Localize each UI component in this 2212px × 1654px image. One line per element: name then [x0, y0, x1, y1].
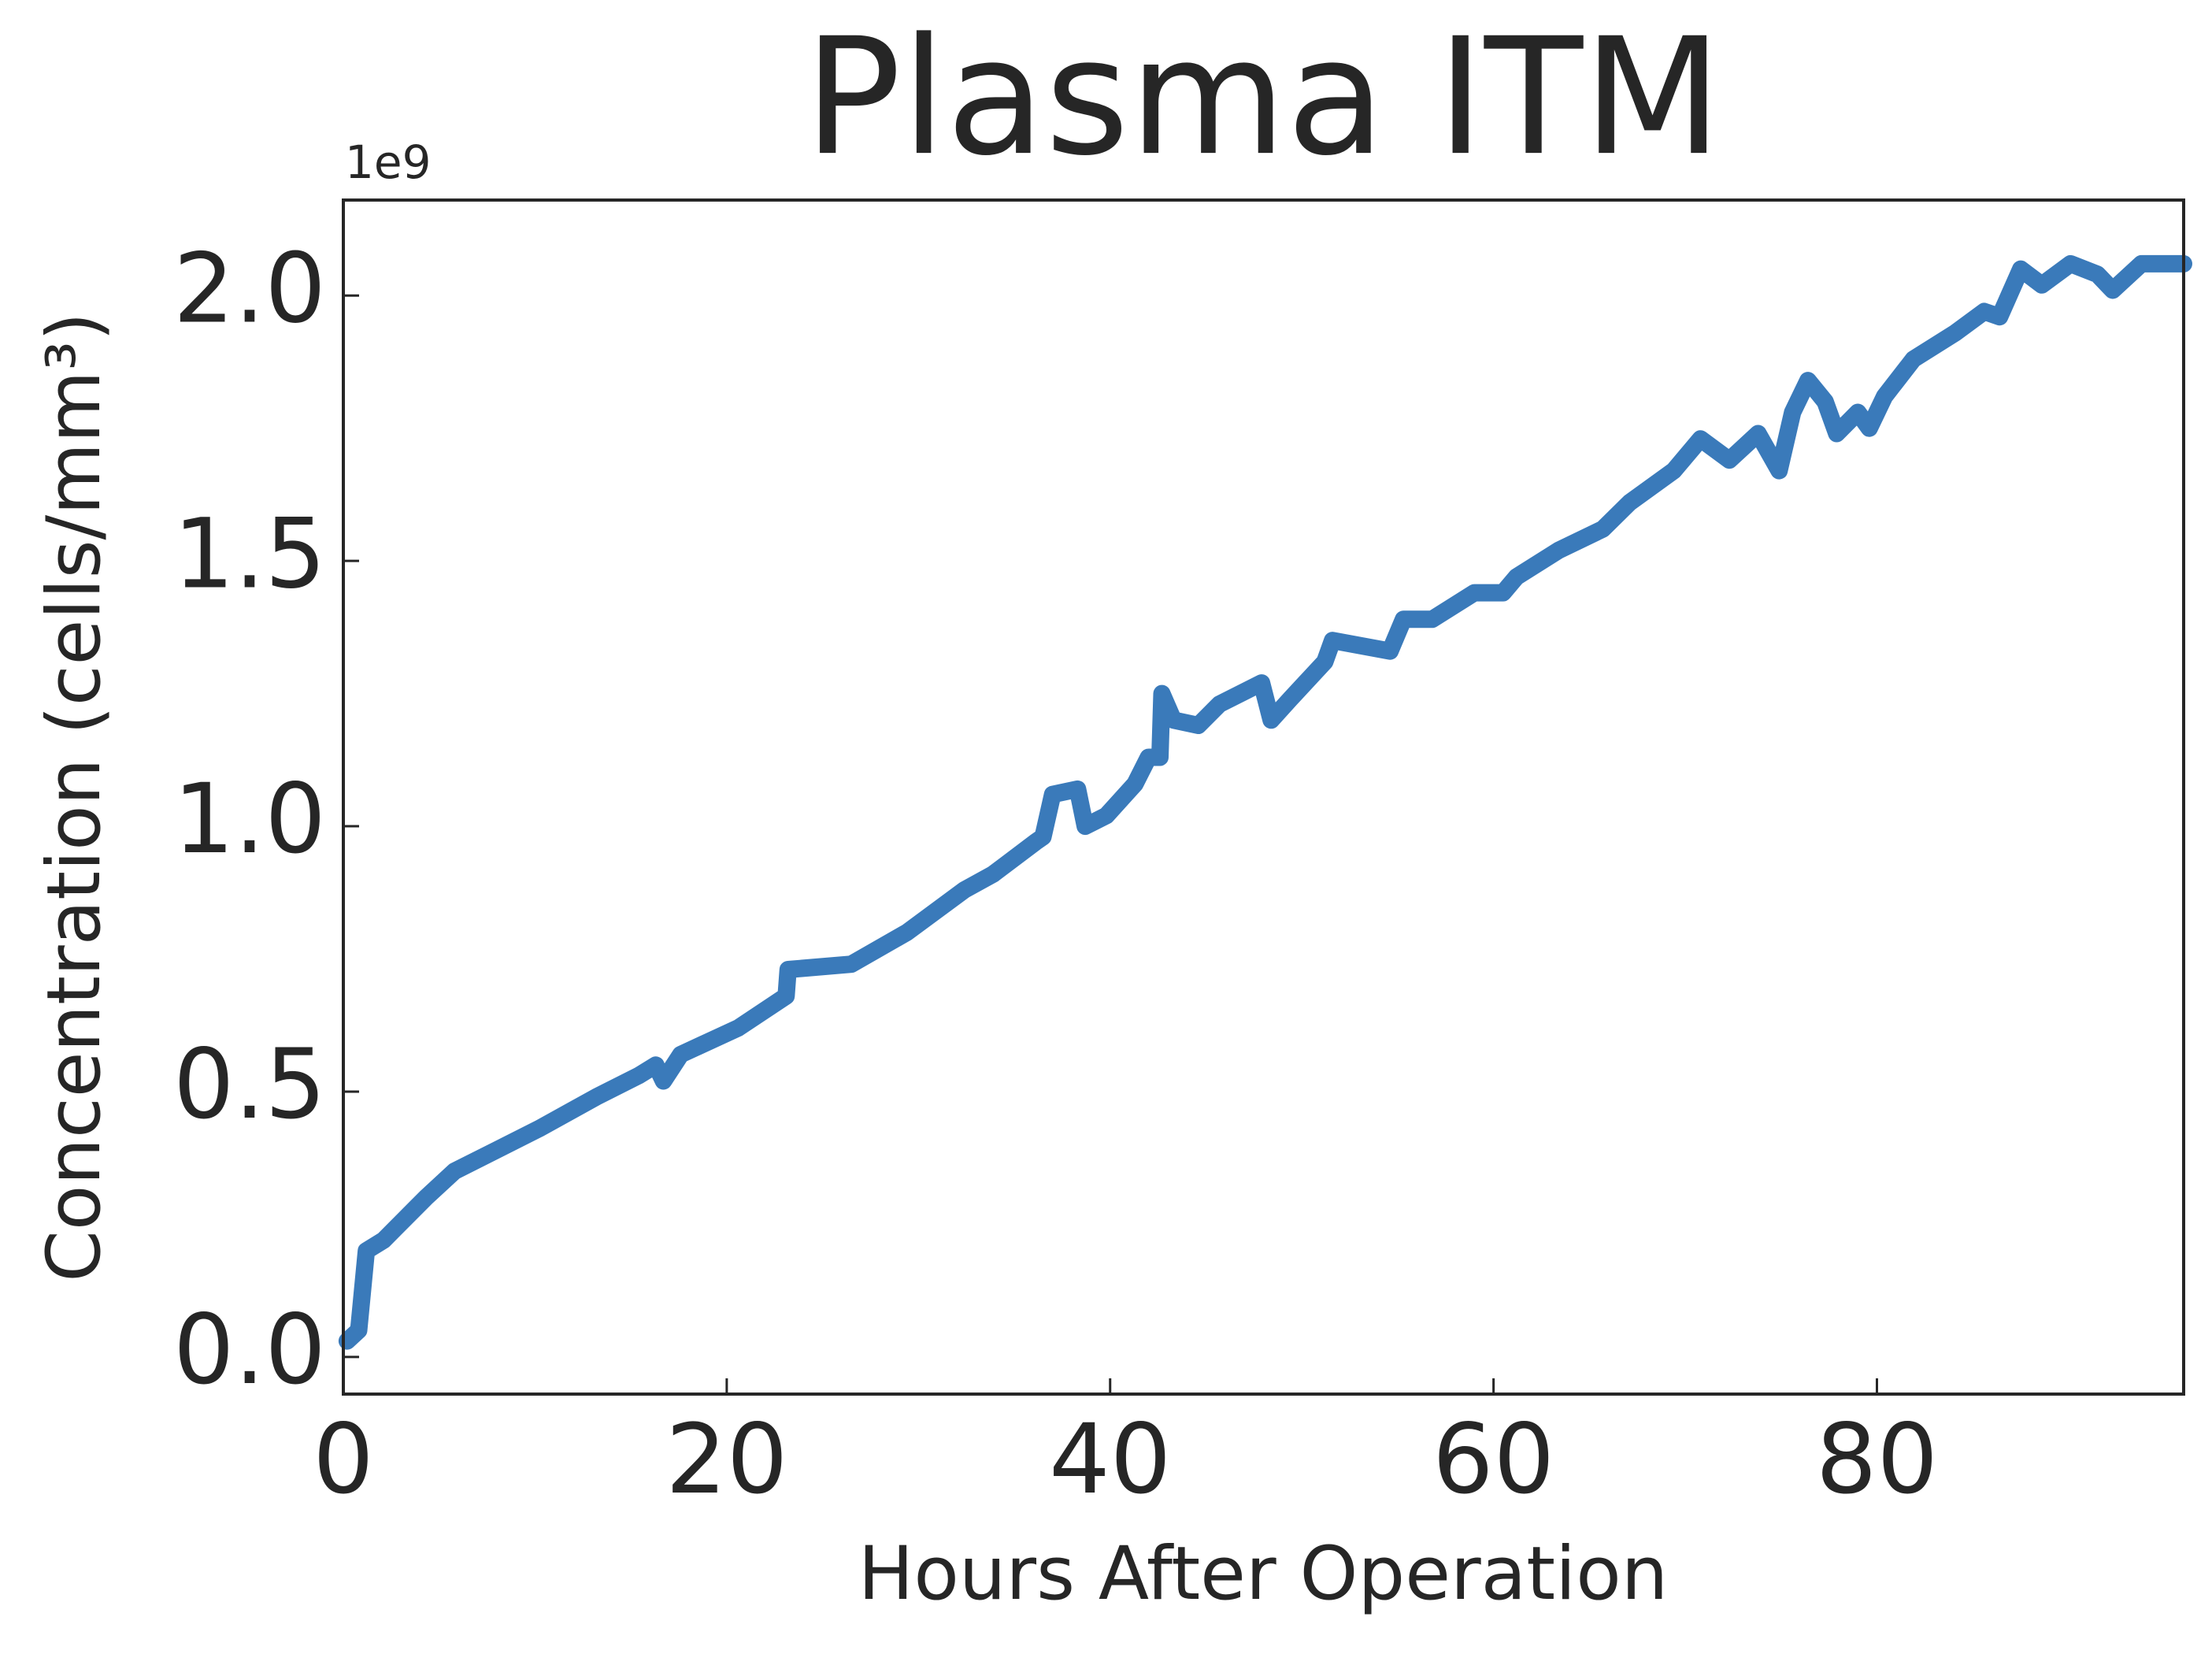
plot-frame: [342, 198, 2185, 1396]
x-axis-label: Hours After Operation: [858, 1531, 1669, 1617]
x-tick-label: 0: [313, 1404, 374, 1515]
chart-title: Plasma ITM: [804, 4, 1722, 191]
y-tick-label: 1.0: [173, 763, 326, 875]
x-tick-label: 20: [665, 1404, 787, 1515]
y-offset-label: 1e9: [345, 135, 432, 189]
x-tick-label: 40: [1049, 1404, 1171, 1515]
x-tick-label: 80: [1816, 1404, 1938, 1515]
x-tick-label: 60: [1432, 1404, 1554, 1515]
y-axis-label: Concentration (cells/mm³): [31, 312, 117, 1281]
y-tick-label: 2.0: [173, 232, 326, 344]
y-tick-label: 0.5: [173, 1029, 326, 1140]
data-line: [338, 254, 2192, 1350]
y-tick-label: 1.5: [173, 498, 326, 610]
y-tick-label: 0.0: [173, 1294, 326, 1406]
